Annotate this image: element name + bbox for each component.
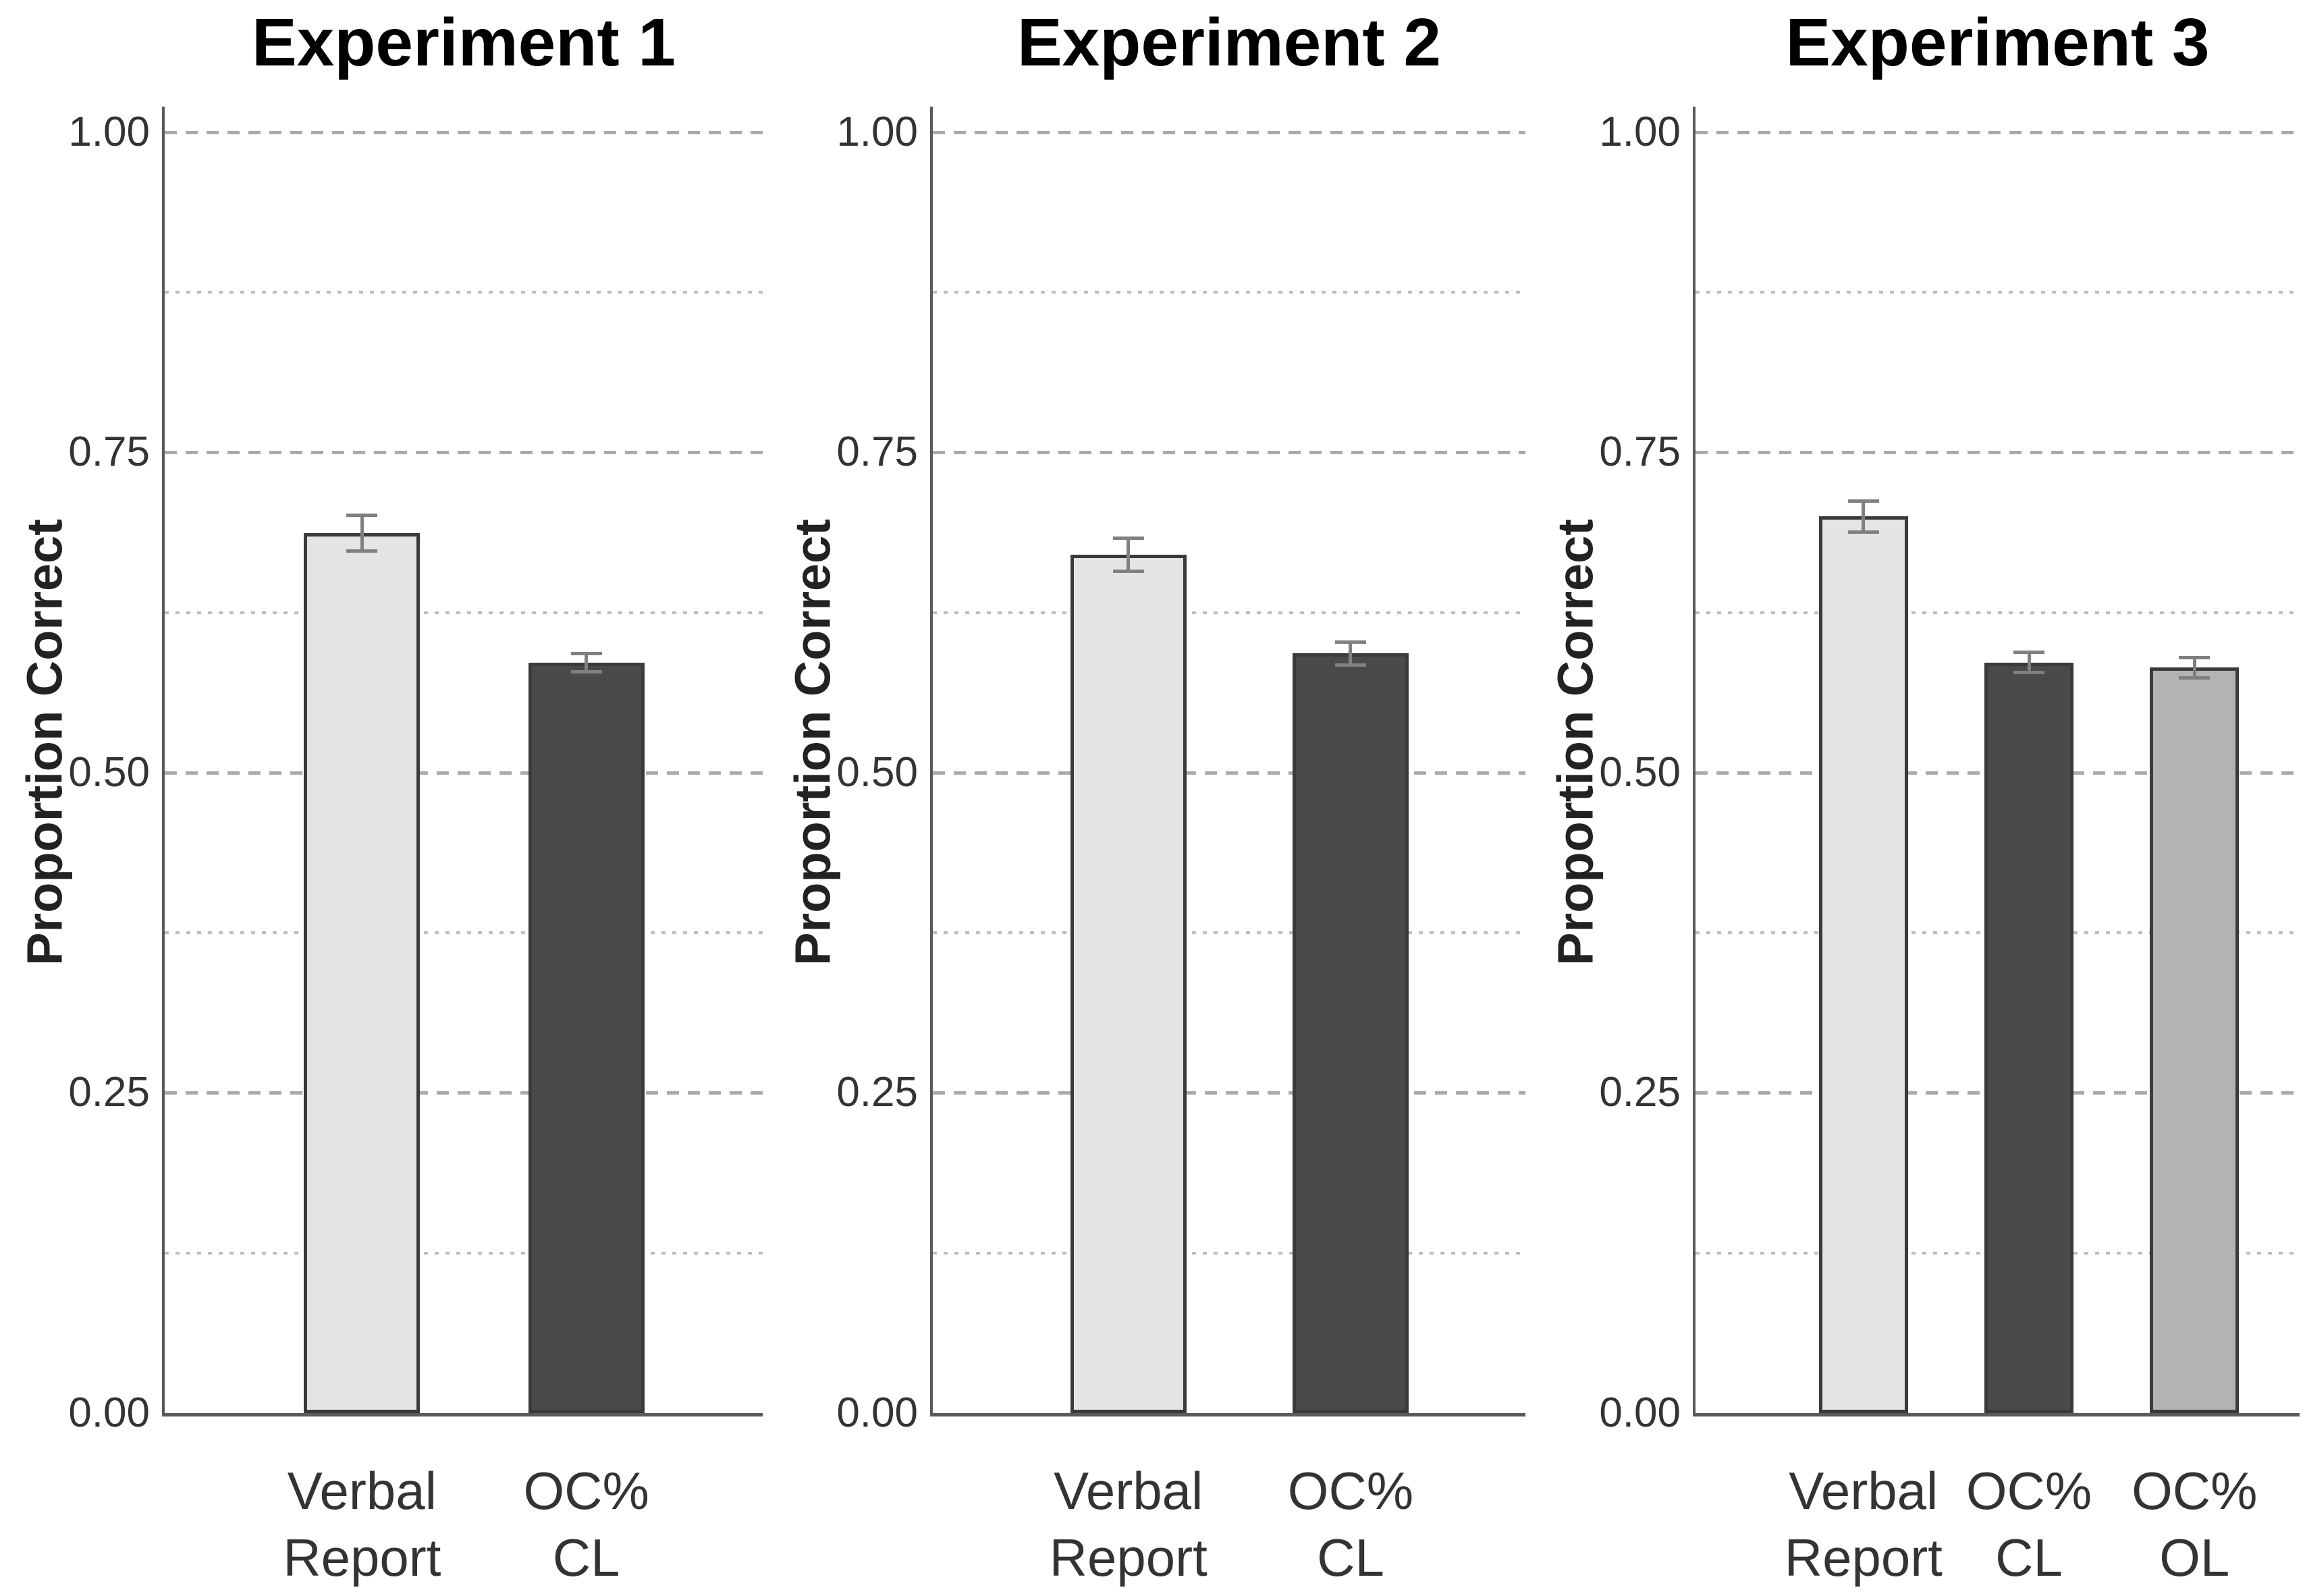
- error-bar-bottom-cap: [346, 549, 378, 553]
- error-bar-top-cap: [1334, 640, 1366, 644]
- error-bar-bottom-cap: [2013, 671, 2045, 675]
- error-bar: [1862, 501, 1866, 532]
- major-gridline: [165, 1091, 763, 1095]
- y-tick-label: 0.75: [1599, 429, 1681, 476]
- y-tick-label: 1.00: [836, 108, 918, 155]
- x-category-label: OC% CL: [445, 1458, 728, 1591]
- x-category-label-line: OC%: [523, 1461, 649, 1520]
- error-bar-top-cap: [2179, 655, 2211, 659]
- y-tick-label: 1.00: [1599, 108, 1681, 155]
- major-gridline: [933, 1091, 1525, 1095]
- minor-gridline: [165, 611, 763, 614]
- x-category-label: Verbal Report: [220, 1458, 504, 1591]
- y-tick-label: 0.25: [836, 1069, 918, 1116]
- bar-verbal-report: [1070, 555, 1187, 1413]
- y-axis-label: Proportion Correct: [1547, 519, 1604, 966]
- minor-gridline: [165, 1251, 763, 1255]
- error-bar: [1349, 642, 1353, 665]
- major-gridline: [165, 451, 763, 455]
- bar-oc-cl: [528, 662, 645, 1413]
- y-tick-label: 0.25: [1599, 1069, 1681, 1116]
- x-axis-line: [1693, 1413, 2300, 1416]
- y-tick-label: 0.75: [836, 429, 918, 476]
- panel-title: Experiment 1: [251, 5, 676, 80]
- x-category-label-line: OC%: [1287, 1461, 1414, 1520]
- minor-gridline: [165, 931, 763, 935]
- x-category-label-line: Verbal: [1789, 1461, 1938, 1520]
- x-category-label: OC% CL: [1209, 1458, 1492, 1591]
- x-category-label-line: Verbal: [287, 1461, 437, 1520]
- major-gridline: [933, 451, 1525, 455]
- x-category-label: OC% CL: [1887, 1458, 2171, 1591]
- x-category-label-line: CL: [1317, 1528, 1384, 1588]
- x-category-label-line: Verbal: [1054, 1461, 1203, 1520]
- minor-gridline: [933, 931, 1525, 935]
- error-bar-bottom-cap: [1334, 663, 1366, 667]
- y-tick-label: 0.75: [68, 429, 150, 476]
- x-category-label-line: OL: [2159, 1528, 2230, 1588]
- minor-gridline: [933, 1251, 1525, 1255]
- major-gridline: [933, 771, 1525, 775]
- y-tick-label: 0.00: [1599, 1389, 1681, 1436]
- error-bar: [2027, 652, 2031, 673]
- error-bar-top-cap: [570, 651, 602, 655]
- panel-title: Experiment 2: [1016, 5, 1442, 80]
- error-bar: [585, 653, 589, 672]
- y-tick-label: 0.50: [836, 748, 918, 796]
- error-bar-top-cap: [1112, 536, 1144, 541]
- y-tick-label: 0.00: [836, 1389, 918, 1436]
- x-category-label: OC% OL: [2053, 1458, 2305, 1591]
- major-gridline: [1696, 451, 2300, 455]
- minor-gridline: [1696, 611, 2300, 614]
- y-tick-label: 1.00: [68, 108, 150, 155]
- x-category-label-line: Report: [283, 1528, 441, 1588]
- x-category-label-line: OC%: [1965, 1461, 2092, 1520]
- y-tick-label: 0.25: [68, 1069, 150, 1116]
- x-category-label-line: CL: [1995, 1528, 2063, 1588]
- y-tick-label: 0.50: [1599, 748, 1681, 796]
- x-axis-line: [930, 1413, 1525, 1416]
- error-bar-top-cap: [2013, 651, 2045, 655]
- error-bar-bottom-cap: [570, 669, 602, 673]
- bar-oc-cl: [1292, 653, 1409, 1413]
- minor-gridline: [1696, 291, 2300, 294]
- bar-verbal-report: [1818, 516, 1908, 1413]
- minor-gridline: [933, 291, 1525, 294]
- major-gridline: [165, 771, 763, 775]
- error-bar: [360, 515, 364, 551]
- x-category-label: Verbal Report: [1722, 1458, 2005, 1591]
- y-tick-label: 0.00: [68, 1389, 150, 1436]
- error-bar-bottom-cap: [1112, 570, 1144, 574]
- y-axis-line: [162, 107, 165, 1416]
- x-category-label-line: Report: [1049, 1528, 1208, 1588]
- x-category-label-line: Report: [1784, 1528, 1943, 1588]
- x-category-label-line: CL: [552, 1528, 620, 1588]
- x-category-label-line: OC%: [2132, 1461, 2258, 1520]
- x-axis-line: [162, 1413, 763, 1416]
- x-category-label: Verbal Report: [987, 1458, 1270, 1591]
- y-axis-label: Proportion Correct: [784, 519, 841, 966]
- error-bar: [2192, 657, 2196, 678]
- y-axis-line: [1693, 107, 1696, 1416]
- y-axis-label: Proportion Correct: [16, 519, 73, 966]
- error-bar-top-cap: [346, 513, 378, 517]
- error-bar-top-cap: [1847, 499, 1879, 503]
- minor-gridline: [933, 611, 1525, 614]
- error-bar-bottom-cap: [2179, 676, 2211, 680]
- major-gridline: [165, 130, 763, 134]
- minor-gridline: [165, 291, 763, 294]
- y-axis-line: [930, 107, 933, 1416]
- bar-oc-ol: [2150, 667, 2240, 1413]
- bar-verbal-report: [304, 533, 421, 1413]
- bar-oc-cl: [1984, 662, 2074, 1413]
- error-bar-bottom-cap: [1847, 530, 1879, 534]
- major-gridline: [1696, 130, 2300, 134]
- panel-title: Experiment 3: [1785, 5, 2210, 80]
- error-bar: [1127, 538, 1131, 572]
- major-gridline: [933, 130, 1525, 134]
- y-tick-label: 0.50: [68, 748, 150, 796]
